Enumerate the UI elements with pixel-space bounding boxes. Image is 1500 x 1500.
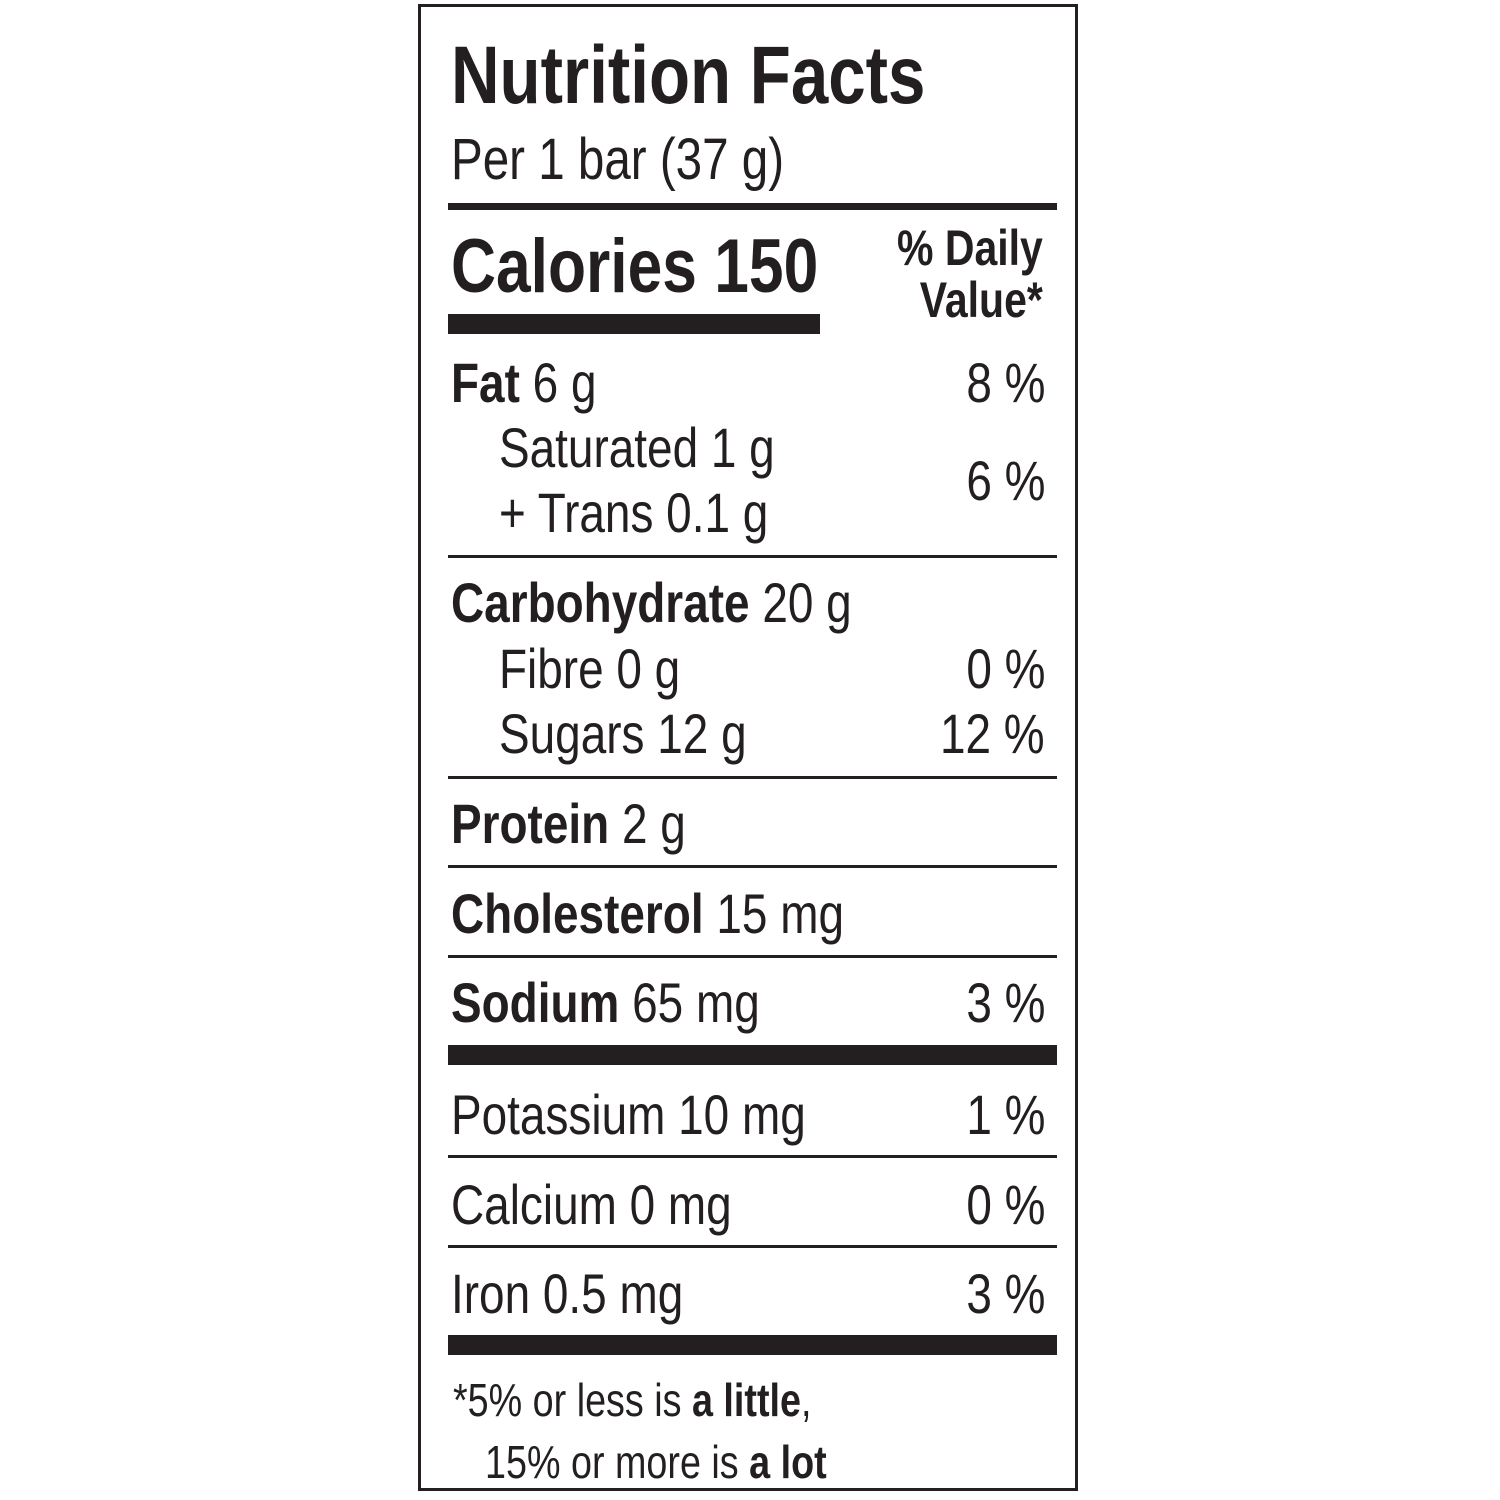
sodium-amount: 65 mg [632,971,760,1034]
fat-row: Fat 6 g [451,355,596,411]
sugars-dv: 12 % [940,702,1045,765]
rule-thin [448,955,1057,958]
sodium-name: Sodium [451,971,620,1034]
rule-thin [448,1245,1057,1248]
rule-calories-bar [448,314,820,334]
cholesterol-amount: 15 mg [716,882,844,945]
calcium-dv: 0 % [965,1173,1045,1236]
iron-dv: 3 % [965,1262,1045,1325]
carbohydrate-amount: 20 g [762,571,852,634]
calcium-row: Calcium 0 mg [451,1173,732,1236]
sugars-row: Sugars 12 g [499,702,747,765]
fat-dv: 8 % [965,351,1045,414]
rule-thick-middle [448,1045,1057,1065]
rule-thick-top [448,203,1057,210]
fibre-row: Fibre 0 g [499,637,681,700]
protein-amount: 2 g [621,792,686,855]
rule-thin [448,865,1057,868]
rule-thin [448,1155,1057,1158]
label-title: Nutrition Facts [451,30,926,121]
potassium-dv: 1 % [965,1083,1045,1146]
footnote-line-2: 15% or more is a lot [485,1436,827,1488]
fat-name: Fat [451,351,520,414]
saturated-row: Saturated 1 g [499,416,775,479]
fat-amount: 6 g [532,351,597,414]
calories-value: 150 [714,224,819,309]
carbohydrate-row: Carbohydrate 20 g [451,575,852,631]
rule-thin [448,555,1057,558]
serving-size: Per 1 bar (37 g) [451,127,785,192]
rule-thin [448,776,1057,779]
protein-name: Protein [451,792,610,855]
nutrition-facts-panel: Nutrition Facts Per 1 bar (37 g) Calorie… [418,4,1078,1491]
footnote-asterisk: * [453,1374,468,1426]
cholesterol-name: Cholesterol [451,882,704,945]
daily-value-header-line1: % Daily [897,220,1043,276]
footnote-line-1: *5% or less is a little, [453,1374,812,1426]
cholesterol-row: Cholesterol 15 mg [451,886,844,942]
calories-label: Calories [451,224,697,309]
calories-line: Calories 150 [451,229,818,305]
sodium-row: Sodium 65 mg [451,975,760,1031]
carbohydrate-name: Carbohydrate [451,571,750,634]
protein-row: Protein 2 g [451,796,686,852]
trans-row: + Trans 0.1 g [499,481,769,544]
daily-value-header: % Daily Value* [897,222,1043,326]
rule-thick-bottom [448,1335,1057,1355]
iron-row: Iron 0.5 mg [451,1262,684,1325]
saturated-trans-dv: 6 % [965,449,1045,512]
fibre-dv: 0 % [965,637,1045,700]
potassium-row: Potassium 10 mg [451,1083,806,1146]
daily-value-header-line2: Value* [919,272,1043,328]
sodium-dv: 3 % [965,971,1045,1034]
